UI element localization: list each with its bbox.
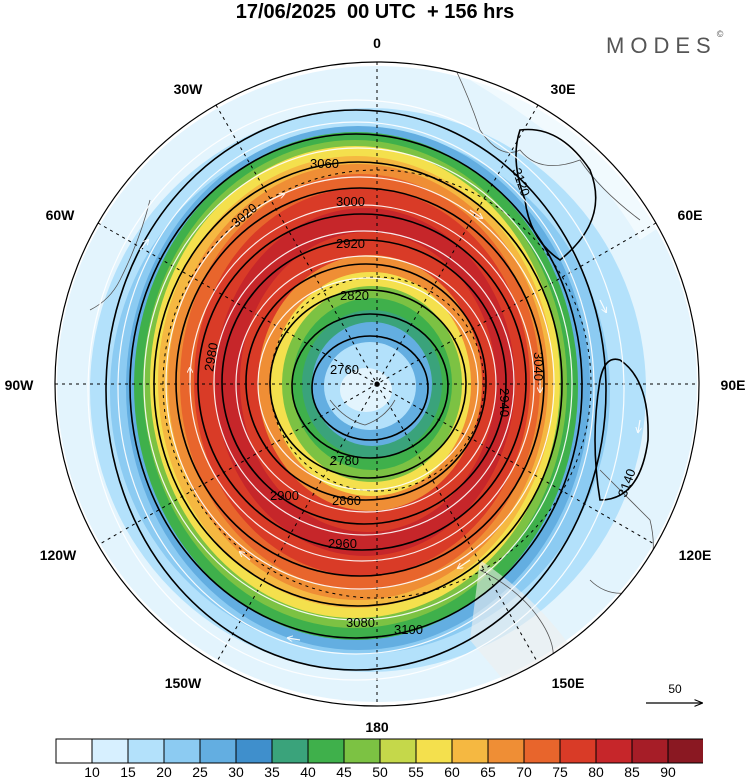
colorbar-tick-label: 35: [264, 764, 280, 780]
colorbar-tick-label: 50: [372, 764, 388, 780]
colorbar-tick-label: 15: [120, 764, 136, 780]
lon-label-90w: 90W: [5, 377, 35, 393]
contour-label: 2940: [497, 388, 512, 417]
contour-label: 3100: [394, 622, 423, 637]
colorbar-tick-label: 65: [480, 764, 496, 780]
colorbar-tick-label: 45: [336, 764, 352, 780]
vector-reference-arrow-icon: [646, 682, 710, 712]
vector-reference: 50: [640, 682, 710, 712]
colorbar-swatch: [523, 738, 561, 764]
vector-reference-value: 50: [668, 682, 682, 696]
modes-logo: MODES©: [606, 29, 723, 59]
colorbar-tick-label: 30: [228, 764, 244, 780]
lon-label-180: 180: [365, 719, 389, 735]
lon-label-150e: 150E: [552, 675, 585, 691]
contour-label: 2920: [336, 236, 365, 251]
contour-label: 2760: [330, 362, 359, 377]
colorbar-swatch: [91, 738, 129, 764]
contour-label: 2980: [201, 341, 221, 372]
contour-label: 3000: [336, 194, 365, 209]
colorbar-tick-label: 25: [192, 764, 208, 780]
lon-label-30w: 30W: [174, 81, 204, 97]
colorbar-swatch: [631, 738, 669, 764]
colorbar-tick-label: 85: [624, 764, 640, 780]
geopotential-contours: [105, 109, 649, 671]
contour-label: 2960: [328, 536, 357, 551]
brand-text: MODES: [606, 33, 717, 58]
colorbar-tick-label: 55: [408, 764, 424, 780]
colorbar-swatch: [379, 738, 417, 764]
colorbar-swatch: [199, 738, 237, 764]
contour-label: 2900: [270, 488, 299, 503]
contour-label: 2780: [330, 453, 359, 468]
colorbar-swatch: [163, 738, 201, 764]
colorbar-tick-label: 40: [300, 764, 316, 780]
polar-map: 2760 2780 2820 2860 2900 2920 2940 2960 …: [5, 35, 746, 735]
colorbar-swatch: [307, 738, 345, 764]
lon-label-150w: 150W: [165, 675, 202, 691]
longitude-labels: 0 30E 60E 90E 120E 150E 180 150W 120W 90…: [5, 35, 746, 735]
copyright-mark: ©: [716, 29, 724, 39]
wind-streamlines: [87, 99, 640, 681]
colorbar-tick-label: 10: [84, 764, 100, 780]
lon-label-120w: 120W: [40, 547, 77, 563]
colorbar-swatch: [451, 738, 489, 764]
contour-label: 3040: [531, 352, 546, 381]
colorbar-tick-label: 20: [156, 764, 172, 780]
colorbar-tick-label: 80: [588, 764, 604, 780]
south-pole-marker: [374, 381, 380, 387]
colorbar-tick-label: 70: [516, 764, 532, 780]
colorbar-tick-label: 75: [552, 764, 568, 780]
contour-label: 3060: [310, 156, 339, 171]
colorbar-tick-label: 60: [444, 764, 460, 780]
contour-label: 2820: [340, 288, 369, 303]
map-boundary: [54, 61, 700, 707]
colorbar-swatch: [559, 738, 597, 764]
colorbar-ticks: 10 15 20 25 30 35 40 45 50 55 60 65 70 75 80 85 90: [0, 764, 750, 782]
colorbar-swatch: [343, 738, 381, 764]
lon-label-60e: 60E: [678, 207, 703, 223]
colorbar-swatch: [415, 738, 453, 764]
colorbar-tick-label: 90: [660, 764, 676, 780]
colorbar-swatch: [595, 738, 633, 764]
colorbar-swatch: [127, 738, 165, 764]
lon-label-90e: 90E: [721, 377, 746, 393]
contour-labels: 2760 2780 2820 2860 2900 2920 2940 2960 …: [201, 156, 639, 637]
colorbar-swatch: [667, 738, 703, 764]
colorbar-swatch: [271, 738, 309, 764]
lon-label-30e: 30E: [551, 81, 576, 97]
colorbar-swatch: [487, 738, 525, 764]
colorbar-swatch: [235, 738, 273, 764]
lon-label-120e: 120E: [679, 547, 712, 563]
contour-label: 3080: [346, 615, 375, 630]
contour-label: 2860: [332, 493, 361, 508]
map-title: 17/06/2025 00 UTC + 156 hrs: [235, 1, 515, 23]
colorbar: [55, 738, 703, 764]
lon-label-0: 0: [373, 35, 381, 51]
colorbar-swatch: [55, 738, 93, 764]
lon-label-60w: 60W: [46, 207, 76, 223]
